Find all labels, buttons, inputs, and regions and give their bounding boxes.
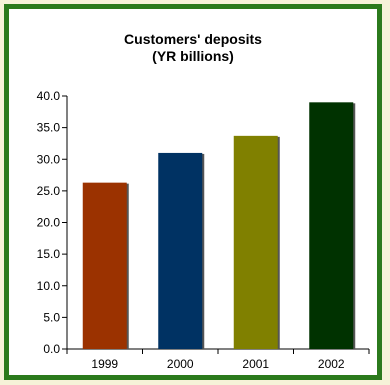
y-tick-label: 0.0 [43, 342, 60, 356]
chart-subtitle: (YR billions) [152, 48, 234, 64]
y-tick-label: 25.0 [37, 184, 61, 198]
bar-2002 [309, 102, 354, 349]
bar-chart: Customers' deposits (YR billions) 0.0 5.0… [37, 31, 370, 371]
y-tick-label: 30.0 [37, 152, 61, 166]
x-tick-label: 2002 [318, 357, 345, 371]
x-tick-label: 2000 [167, 357, 194, 371]
y-tick-label: 35.0 [37, 121, 61, 135]
chart-panel: Customers' deposits (YR billions) 0.0 5.0… [4, 4, 382, 380]
y-tick-label: 20.0 [37, 216, 61, 230]
bar-2001 [233, 135, 278, 349]
bar-shadow [276, 136, 280, 349]
x-tick-label: 2001 [242, 357, 269, 371]
y-tick-label: 15.0 [37, 247, 61, 261]
y-tick-label: 40.0 [37, 89, 61, 103]
bar-shadow [352, 103, 356, 349]
plot-area: 0.0 5.0 10.0 15.0 20.0 25.0 30.0 35.0 40.0 1999 20… [37, 89, 370, 371]
y-tick-label: 10.0 [37, 279, 61, 293]
bar-shadow [201, 153, 205, 349]
y-tick-label: 5.0 [43, 310, 60, 324]
bar-2000 [158, 152, 203, 349]
bar-shadow [125, 183, 129, 349]
chart-title: Customers' deposits [124, 31, 262, 47]
x-tick-label: 1999 [91, 357, 118, 371]
bar-1999 [82, 182, 127, 349]
